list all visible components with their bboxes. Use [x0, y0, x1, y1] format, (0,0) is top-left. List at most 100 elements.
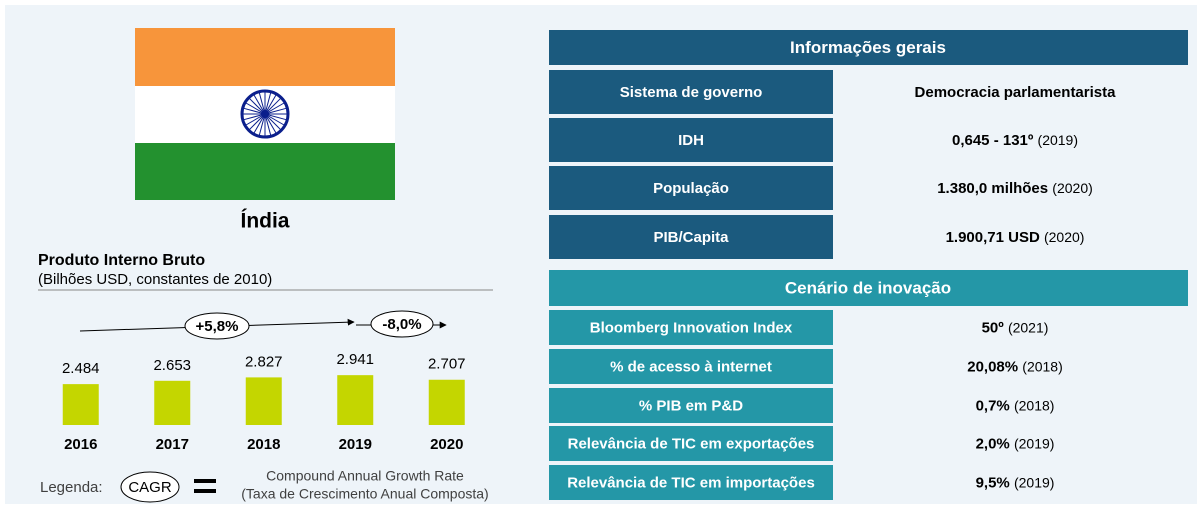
- row-label-cell: [549, 215, 833, 259]
- value-label: 2.484: [62, 360, 100, 377]
- flag: [135, 28, 395, 200]
- x-tick-label: 2018: [247, 436, 280, 453]
- section-title: Cenário de inovação: [785, 278, 951, 297]
- value-label: 2.827: [245, 353, 283, 370]
- legend-translation: (Taxa de Crescimento Anual Composta): [241, 486, 488, 502]
- equals-bar: [194, 489, 216, 493]
- value-label: 2.707: [428, 356, 466, 373]
- row-label: Sistema de governo: [620, 84, 763, 101]
- chakra-spoke: [245, 113, 266, 126]
- row-label-cell: [549, 388, 833, 423]
- section-header: [549, 270, 1188, 306]
- row-value: 1.900,71 USD (2020): [946, 229, 1085, 246]
- row-label-cell: [549, 426, 833, 461]
- row-label-cell: [549, 70, 833, 114]
- chakra-spoke: [264, 113, 272, 136]
- row-value: 1.380,0 milhões (2020): [937, 180, 1093, 197]
- row-value: 20,08% (2018): [967, 358, 1063, 375]
- legend-ellipse: [120, 471, 180, 503]
- chakra-spoke: [264, 113, 277, 134]
- flag-saffron: [135, 28, 395, 86]
- row-label: População: [653, 180, 729, 197]
- chakra: [240, 89, 290, 139]
- chakra-spoke: [264, 113, 285, 126]
- value-main: 1.900,71 USD: [946, 229, 1040, 246]
- country-name: Índia: [240, 210, 289, 233]
- row-label: Relevância de TIC em exportações: [568, 435, 815, 452]
- chakra-spoke: [245, 102, 266, 115]
- row-label-cell: [549, 310, 833, 345]
- chakra-spoke: [264, 102, 285, 115]
- chakra-spoke: [264, 98, 281, 115]
- chakra-spoke: [258, 92, 266, 115]
- row-label: Relevância de TIC em importações: [567, 474, 815, 491]
- chakra-spoke: [258, 113, 266, 136]
- equals-bar: [194, 479, 216, 483]
- row-value: 0,645 - 131º (2019): [952, 132, 1078, 149]
- row-label-cell: [549, 465, 833, 500]
- value-note: (2021): [1008, 319, 1048, 335]
- row-label: PIB/Capita: [653, 229, 729, 246]
- row-label: % PIB em P&D: [639, 397, 743, 414]
- value-note: (2019): [1014, 474, 1054, 490]
- bar: [428, 379, 465, 425]
- value-main: 9,5%: [976, 474, 1010, 491]
- chakra-spoke: [253, 94, 266, 115]
- bar: [62, 384, 99, 425]
- cagr-label: +5,8%: [196, 318, 239, 335]
- section-title: Informações gerais: [790, 38, 946, 57]
- x-tick-label: 2017: [156, 436, 189, 453]
- legend: Legenda: CAGR Compound Annual Growth Rat…: [40, 468, 489, 503]
- value-main: 0,7%: [976, 397, 1010, 414]
- row-label-cell: [549, 118, 833, 162]
- chakra-spoke: [253, 113, 266, 134]
- bar: [245, 377, 282, 425]
- chakra-spoke: [249, 113, 266, 130]
- legend-symbol: CAGR: [128, 479, 172, 496]
- chakra-ring: [240, 89, 290, 139]
- x-tick-label: 2016: [64, 436, 97, 453]
- chakra-spoke: [264, 94, 277, 115]
- row-label-cell: [549, 349, 833, 384]
- value-main: 20,08%: [967, 358, 1018, 375]
- bar: [154, 380, 191, 425]
- value-main: 1.380,0 milhões: [937, 180, 1048, 197]
- cagr-label: -8,0%: [382, 316, 421, 333]
- section-header: [549, 30, 1188, 65]
- cagr-ellipse: [184, 312, 250, 340]
- row-label: Bloomberg Innovation Index: [590, 319, 793, 336]
- row-label: % de acesso à internet: [610, 358, 772, 375]
- x-tick-label: 2019: [339, 436, 372, 453]
- value-note: (2020): [1044, 229, 1084, 245]
- row-value: 0,7% (2018): [976, 397, 1055, 414]
- chakra-spoke: [264, 92, 272, 115]
- cagr-ellipse: [370, 310, 434, 338]
- chart-title: Produto Interno Bruto: [38, 252, 205, 269]
- value-main: 2,0%: [976, 435, 1010, 452]
- row-value: 50º (2021): [982, 319, 1049, 336]
- chakra-spoke: [243, 107, 266, 115]
- value-main: 0,645 - 131º: [952, 132, 1034, 149]
- value-label: 2.941: [336, 351, 374, 368]
- row-value: 2,0% (2019): [976, 435, 1055, 452]
- chakra-spoke: [264, 107, 287, 115]
- chart-subtitle: (Bilhões USD, constantes de 2010): [38, 271, 272, 288]
- legend-label: Legenda:: [40, 479, 103, 496]
- row-label-cell: [549, 166, 833, 210]
- bar: [337, 375, 374, 425]
- value-main: 50º: [982, 319, 1005, 336]
- chakra-spoke: [249, 98, 266, 115]
- chakra-spoke: [243, 113, 266, 121]
- value-note: (2019): [1038, 132, 1078, 148]
- flag-green: [135, 143, 395, 200]
- value-note: (2020): [1052, 180, 1092, 196]
- row-value: 9,5% (2019): [976, 474, 1055, 491]
- row-value: Democracia parlamentarista: [915, 84, 1117, 101]
- value-main: Democracia parlamentarista: [915, 84, 1117, 101]
- chakra-spoke: [264, 113, 281, 130]
- value-label: 2.653: [153, 357, 191, 374]
- value-note: (2019): [1014, 435, 1054, 451]
- x-tick-label: 2020: [430, 436, 463, 453]
- chakra-spoke: [264, 113, 287, 121]
